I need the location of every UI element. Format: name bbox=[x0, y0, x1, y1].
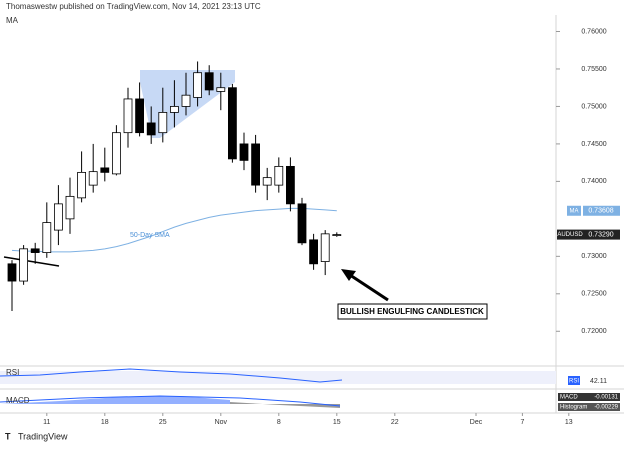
candle-body bbox=[7, 263, 17, 282]
candle-body bbox=[262, 177, 272, 186]
candle-body bbox=[332, 234, 342, 236]
histogram-tag-text: Histogram bbox=[560, 405, 587, 411]
rsi-label: RSI bbox=[6, 368, 19, 377]
histogram-value: -0.00229 bbox=[594, 405, 618, 411]
rsi-tag bbox=[568, 376, 580, 385]
candle-body bbox=[169, 106, 179, 113]
ma-tag bbox=[567, 205, 581, 216]
candle-body bbox=[274, 165, 284, 186]
x-tick-label: Nov bbox=[215, 419, 228, 426]
footer: TradingView bbox=[18, 431, 68, 441]
candle-body bbox=[146, 122, 156, 136]
macd-value: -0.00131 bbox=[594, 395, 618, 401]
y-tick-label: 0.75500 bbox=[581, 66, 606, 73]
candle-body bbox=[77, 171, 86, 199]
ma-line bbox=[11, 207, 337, 253]
x-tick-label: 8 bbox=[277, 419, 281, 426]
candle-body bbox=[54, 203, 63, 231]
annotation-box bbox=[337, 303, 488, 320]
trendline bbox=[3, 256, 60, 267]
logo: T bbox=[5, 431, 11, 441]
y-tick-label: 0.73000 bbox=[581, 253, 606, 260]
x-tick-label: 25 bbox=[159, 419, 167, 426]
macd-tag-text: MACD bbox=[560, 395, 578, 401]
header: Thomaswestw published on TradingView.com… bbox=[6, 2, 261, 11]
macd-tag bbox=[558, 393, 620, 401]
x-tick-label: 11 bbox=[43, 419, 50, 426]
last-price: 0.73290 bbox=[588, 231, 613, 238]
candle-body bbox=[123, 98, 133, 134]
candle-body bbox=[239, 143, 249, 161]
candle-body bbox=[158, 112, 168, 134]
candle-body bbox=[135, 98, 145, 134]
y-tick-label: 0.74500 bbox=[581, 141, 606, 148]
candle-body bbox=[297, 203, 307, 244]
candle-body bbox=[216, 87, 226, 92]
candle-body bbox=[181, 94, 191, 107]
ma-price: 0.73608 bbox=[588, 208, 613, 215]
candle-body bbox=[309, 239, 319, 265]
rsi-line bbox=[0, 368, 343, 383]
histogram-area bbox=[230, 402, 340, 408]
y-tick-label: 0.75000 bbox=[581, 103, 606, 110]
x-tick-label: 7 bbox=[520, 419, 524, 426]
last-price-box bbox=[583, 229, 620, 240]
candle-body bbox=[204, 72, 214, 91]
candle-body bbox=[251, 143, 261, 186]
y-tick-label: 0.72500 bbox=[581, 291, 606, 298]
y-tick-label: 0.72000 bbox=[581, 328, 606, 335]
candle-body bbox=[42, 222, 52, 253]
x-tick-label: 13 bbox=[565, 419, 573, 426]
candle-body bbox=[88, 171, 98, 186]
x-tick-label: 18 bbox=[101, 419, 109, 426]
x-tick-label: 15 bbox=[333, 419, 341, 426]
candle-body bbox=[285, 165, 295, 205]
indicator-label: MA bbox=[6, 16, 19, 25]
candle-body bbox=[112, 132, 121, 175]
y-tick-label: 0.74000 bbox=[581, 178, 606, 185]
rsi-value: 42.11 bbox=[590, 378, 607, 385]
ma-price-box bbox=[583, 205, 620, 216]
candle-body bbox=[30, 248, 40, 253]
sma-annotation: 50-Day SMA bbox=[130, 232, 170, 239]
annotation-text: BULLISH ENGULFING CANDLESTICK bbox=[340, 307, 484, 316]
arrow-head bbox=[341, 269, 356, 281]
candle-body bbox=[65, 195, 75, 220]
symbol-tag bbox=[557, 229, 583, 240]
histogram-tag bbox=[558, 403, 620, 411]
ma-tag-text: MA bbox=[570, 208, 579, 214]
plot-area: 0.72000 0.72500 0.73000 0.74000 0.74500 0.750… bbox=[7, 28, 607, 426]
candle-body bbox=[193, 72, 203, 98]
arrow bbox=[349, 273, 389, 302]
y-tick-label: 0.76000 bbox=[581, 28, 606, 35]
candle-body bbox=[100, 167, 110, 173]
symbol-tag-text: AUDUSD bbox=[557, 232, 583, 238]
rsi-tag-text: RSI bbox=[569, 379, 579, 385]
candle-body bbox=[320, 233, 330, 262]
macd-label: MACD bbox=[6, 396, 30, 405]
x-tick-label: Dec bbox=[470, 419, 483, 426]
candle-body bbox=[227, 87, 237, 160]
macd-line bbox=[0, 395, 341, 407]
candle-body bbox=[19, 248, 29, 282]
x-tick-label: 22 bbox=[391, 419, 399, 426]
histogram-area bbox=[0, 396, 230, 404]
